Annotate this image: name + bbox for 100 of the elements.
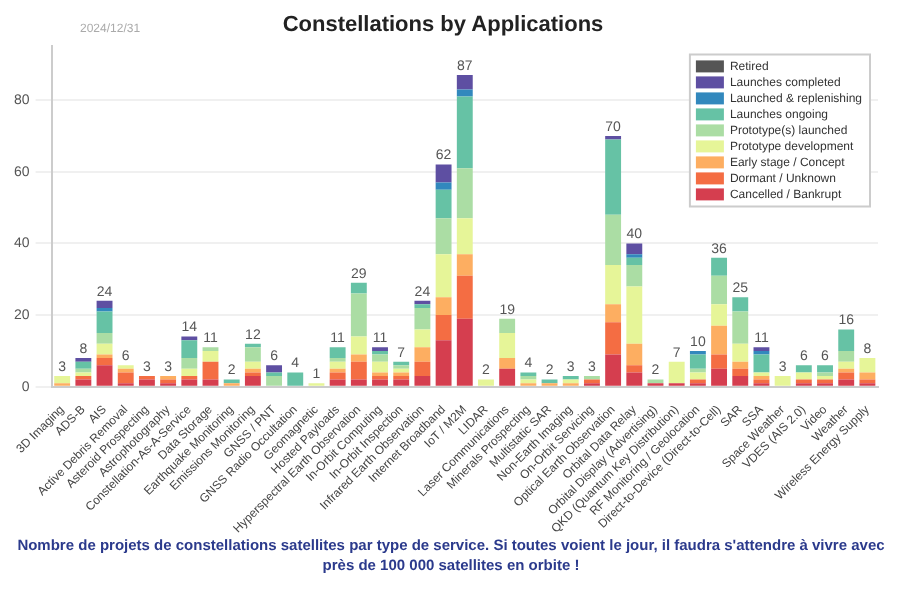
bar xyxy=(435,254,452,298)
bar xyxy=(626,372,643,386)
bar xyxy=(456,89,473,97)
bar xyxy=(202,379,219,386)
bar xyxy=(711,368,728,386)
bar xyxy=(732,375,749,386)
bar xyxy=(350,354,367,362)
bar xyxy=(838,372,855,380)
bar xyxy=(350,282,367,294)
bar xyxy=(287,372,304,386)
bar xyxy=(478,379,494,386)
bar xyxy=(626,365,643,373)
bar xyxy=(435,164,452,183)
bar xyxy=(350,361,367,380)
bar xyxy=(435,218,452,255)
bar xyxy=(393,379,410,386)
bar xyxy=(605,139,622,215)
bar xyxy=(435,189,452,219)
bar xyxy=(244,347,261,362)
bar xyxy=(414,307,431,330)
bar xyxy=(329,347,346,359)
bar xyxy=(626,264,643,287)
bar xyxy=(689,372,706,380)
bar xyxy=(202,350,219,362)
bar xyxy=(605,214,622,265)
bar xyxy=(668,361,685,384)
bar xyxy=(181,340,198,359)
bar xyxy=(75,361,92,369)
bar xyxy=(372,354,388,362)
bar xyxy=(626,286,643,344)
bar xyxy=(499,318,516,333)
bar xyxy=(795,365,812,373)
bar xyxy=(435,315,452,341)
bar xyxy=(244,361,261,369)
bar xyxy=(414,329,431,348)
bar xyxy=(96,332,113,344)
bar xyxy=(414,361,431,376)
bar xyxy=(54,375,71,384)
bar xyxy=(774,375,791,386)
bar xyxy=(626,243,643,255)
bar xyxy=(435,182,452,190)
bar xyxy=(499,332,516,359)
bar xyxy=(838,379,855,386)
bar xyxy=(711,325,728,355)
bar xyxy=(605,264,622,305)
bar xyxy=(181,368,198,376)
bar xyxy=(795,372,812,380)
bar xyxy=(329,372,346,380)
bar xyxy=(859,372,876,380)
bar xyxy=(732,361,749,369)
bar xyxy=(456,75,473,90)
bar xyxy=(96,365,113,386)
bar xyxy=(350,293,367,337)
bar xyxy=(456,168,473,219)
bar xyxy=(266,375,283,386)
bar xyxy=(244,375,261,386)
bar xyxy=(181,379,198,386)
bar xyxy=(838,329,855,351)
bar xyxy=(732,368,749,376)
bar xyxy=(732,343,749,362)
bar xyxy=(456,275,473,319)
bar xyxy=(96,358,113,366)
bar xyxy=(711,304,728,326)
bar xyxy=(838,361,855,369)
bar xyxy=(626,257,643,265)
bar xyxy=(435,340,452,386)
bar xyxy=(414,347,431,362)
bar xyxy=(329,361,346,369)
bar xyxy=(138,379,155,386)
bar xyxy=(350,379,367,386)
bar xyxy=(202,361,219,380)
bar xyxy=(435,297,452,316)
bar xyxy=(711,354,728,369)
bar xyxy=(605,304,622,323)
bar xyxy=(372,379,388,386)
bar xyxy=(711,257,728,276)
bar xyxy=(817,365,833,373)
bar xyxy=(329,379,346,386)
bar xyxy=(456,218,473,255)
bar xyxy=(499,358,516,369)
bar xyxy=(117,372,134,384)
bar xyxy=(181,358,198,369)
bar xyxy=(456,254,473,276)
bar xyxy=(350,336,367,355)
bar xyxy=(499,368,516,386)
bar xyxy=(414,375,431,386)
bar xyxy=(732,297,749,312)
bar xyxy=(605,322,622,355)
bar xyxy=(75,379,92,386)
bar xyxy=(732,311,749,344)
bar xyxy=(266,365,283,373)
bar xyxy=(372,361,388,373)
bar xyxy=(689,354,706,369)
bar xyxy=(96,311,113,333)
bar xyxy=(859,358,876,373)
chart-title: Constellations by Applications xyxy=(282,13,604,38)
bar xyxy=(605,354,622,386)
bar xyxy=(456,96,473,169)
bar xyxy=(456,318,473,386)
bar xyxy=(626,343,643,366)
